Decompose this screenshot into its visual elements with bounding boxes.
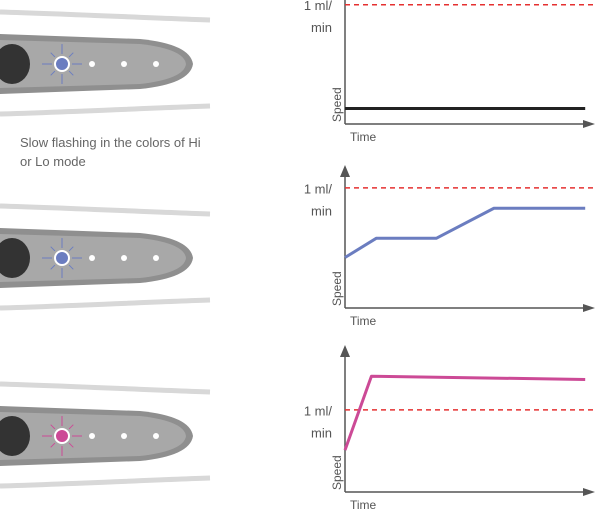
device bbox=[0, 12, 210, 114]
device bbox=[0, 206, 210, 308]
threshold-label: min bbox=[311, 20, 332, 35]
speed-line bbox=[344, 206, 586, 259]
led bbox=[54, 56, 70, 72]
led-ray bbox=[50, 442, 56, 448]
led bbox=[54, 250, 70, 266]
led-ray bbox=[50, 424, 56, 430]
threshold-label: 1 ml/ bbox=[304, 0, 333, 13]
y-axis-label: Speed bbox=[330, 455, 344, 490]
axis-arrow bbox=[583, 304, 595, 312]
threshold-label: min bbox=[311, 203, 332, 218]
threshold-label: 1 ml/ bbox=[304, 403, 333, 418]
x-axis-label: Time bbox=[350, 130, 377, 144]
x-axis-label: Time bbox=[350, 498, 377, 512]
led-ray bbox=[68, 246, 74, 252]
threshold-label: min bbox=[311, 425, 332, 440]
caption: Slow flashing in the colors of Hi or Lo … bbox=[20, 135, 201, 169]
y-axis-label: Speed bbox=[330, 271, 344, 306]
threshold-label: 1 ml/ bbox=[304, 181, 333, 196]
led-ray bbox=[50, 70, 56, 76]
led-ray bbox=[50, 264, 56, 270]
led-ray bbox=[68, 424, 74, 430]
axis-arrow bbox=[583, 488, 595, 496]
led bbox=[54, 428, 70, 444]
led-ray bbox=[68, 442, 74, 448]
speed-line bbox=[343, 374, 586, 451]
led-ray bbox=[68, 52, 74, 58]
led-ray bbox=[68, 264, 74, 270]
axis-arrow bbox=[583, 120, 595, 128]
y-axis-label: Speed bbox=[330, 87, 344, 122]
led-ray bbox=[50, 52, 56, 58]
led-ray bbox=[50, 246, 56, 252]
x-axis-label: Time bbox=[350, 314, 377, 328]
led-ray bbox=[68, 70, 74, 76]
axis-arrow bbox=[340, 345, 350, 357]
axis-arrow bbox=[340, 165, 350, 177]
device bbox=[0, 384, 210, 486]
